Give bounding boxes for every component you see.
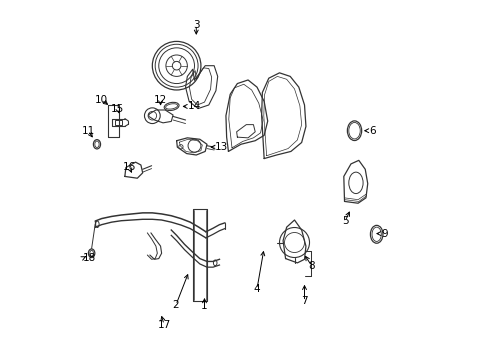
Text: 7: 7 <box>301 296 307 306</box>
Text: 10: 10 <box>95 95 108 105</box>
Text: 18: 18 <box>83 253 96 263</box>
Text: 11: 11 <box>81 126 95 136</box>
Text: 9: 9 <box>380 229 387 239</box>
Text: 5: 5 <box>341 216 348 226</box>
Text: 17: 17 <box>157 320 170 330</box>
Text: 3: 3 <box>193 19 199 30</box>
Bar <box>115 120 122 125</box>
Text: 4: 4 <box>253 284 260 294</box>
Text: 8: 8 <box>308 261 314 271</box>
Text: 6: 6 <box>368 126 375 136</box>
Text: 16: 16 <box>122 162 136 172</box>
Text: 2: 2 <box>172 300 179 310</box>
Text: 15: 15 <box>111 104 124 113</box>
Text: 12: 12 <box>154 95 167 105</box>
Text: 13: 13 <box>215 142 228 152</box>
Text: 14: 14 <box>188 102 201 111</box>
Text: 1: 1 <box>201 301 207 311</box>
